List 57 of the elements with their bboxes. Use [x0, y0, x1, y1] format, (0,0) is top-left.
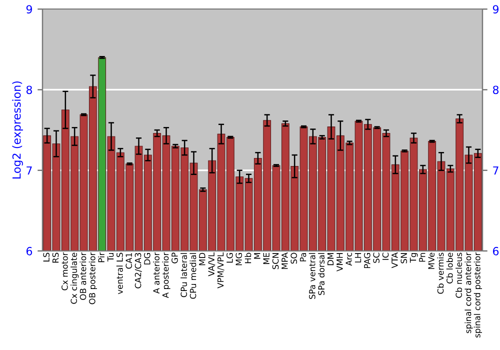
- x-tick-label: Cb vermis: [437, 252, 444, 294]
- x-tick-label: VTA: [392, 252, 398, 268]
- y-axis-title: Log2 (expression): [12, 81, 23, 178]
- x-tick-label: A posterior: [162, 252, 170, 298]
- x-tick-label: GP: [172, 252, 178, 264]
- x-tick-label: Tu: [107, 253, 114, 262]
- y2-tick-label: 9: [492, 5, 499, 14]
- x-tick-label: SC: [373, 252, 380, 263]
- x-tick-label: VPM/VPL: [217, 252, 224, 288]
- x-tick-label: CPu lateral: [180, 253, 187, 298]
- x-tick-label: M: [254, 253, 260, 259]
- x-tick-label: CA1: [126, 253, 132, 269]
- x-tick-label: SPa ventral: [308, 253, 316, 299]
- x-tick-label: Cb lobe: [446, 252, 453, 284]
- y2-tick-label: 6: [493, 246, 499, 256]
- x-tick-label: OB posterior: [88, 252, 97, 304]
- x-tick-label: MPA: [282, 252, 288, 269]
- x-tick-label: Cb nucleus: [456, 252, 462, 298]
- x-tick-label: SO: [290, 252, 297, 264]
- x-tick-label: ME: [263, 252, 270, 264]
- x-tick-label: spinal cord posterior: [474, 252, 482, 338]
- x-tick-label: IC: [382, 252, 389, 260]
- x-tick-label: Tg: [410, 253, 418, 263]
- x-tick-label: OB anterior: [80, 252, 86, 300]
- x-tick-label: MVe: [428, 252, 434, 269]
- x-tick-label: spinal cord anterior: [464, 252, 473, 334]
- x-tick-label: LH: [354, 253, 362, 262]
- x-tick-label: Pn: [419, 253, 426, 262]
- x-tick-label: Hb: [244, 252, 252, 264]
- x-tick-label: VA/VL: [208, 252, 216, 276]
- y-tick-label: 7: [26, 166, 32, 175]
- x-tick-label: VMH: [336, 253, 343, 272]
- x-tick-label: Pir: [98, 252, 104, 262]
- y2-tick-label: 7: [493, 166, 498, 175]
- x-tick-label: Cx cingulate: [70, 252, 79, 304]
- x-tick-label: SPa dorsal: [318, 253, 324, 296]
- x-tick-label: MD: [199, 252, 206, 266]
- x-tick-label: Pa: [300, 253, 306, 262]
- x-tick-label: RS: [52, 252, 59, 263]
- x-tick-label: PAG: [364, 253, 370, 268]
- y-tick-label: 9: [26, 5, 32, 14]
- x-tick-label: Cx motor: [62, 252, 68, 290]
- x-tick-label: SN: [400, 253, 407, 264]
- y-tick-label: 6: [26, 246, 32, 256]
- x-tick-label: DG: [144, 253, 150, 264]
- x-tick-label: LG: [226, 253, 233, 263]
- x-tick-label: ventral LS: [116, 252, 123, 294]
- x-tick-label: DM: [327, 253, 334, 266]
- x-tick-label: LS: [43, 252, 50, 262]
- x-tick-label: CA2/CA3: [134, 253, 142, 288]
- x-tick-label: MG: [236, 253, 242, 266]
- x-tick-label: SCN: [272, 253, 279, 270]
- y-tick-label: 8: [26, 86, 32, 94]
- x-tick-label: A anterior: [153, 252, 160, 294]
- x-tick-label: Arc: [346, 252, 352, 266]
- y2-tick-label: 8: [492, 86, 499, 94]
- x-tick-label: CPu medial: [190, 253, 196, 299]
